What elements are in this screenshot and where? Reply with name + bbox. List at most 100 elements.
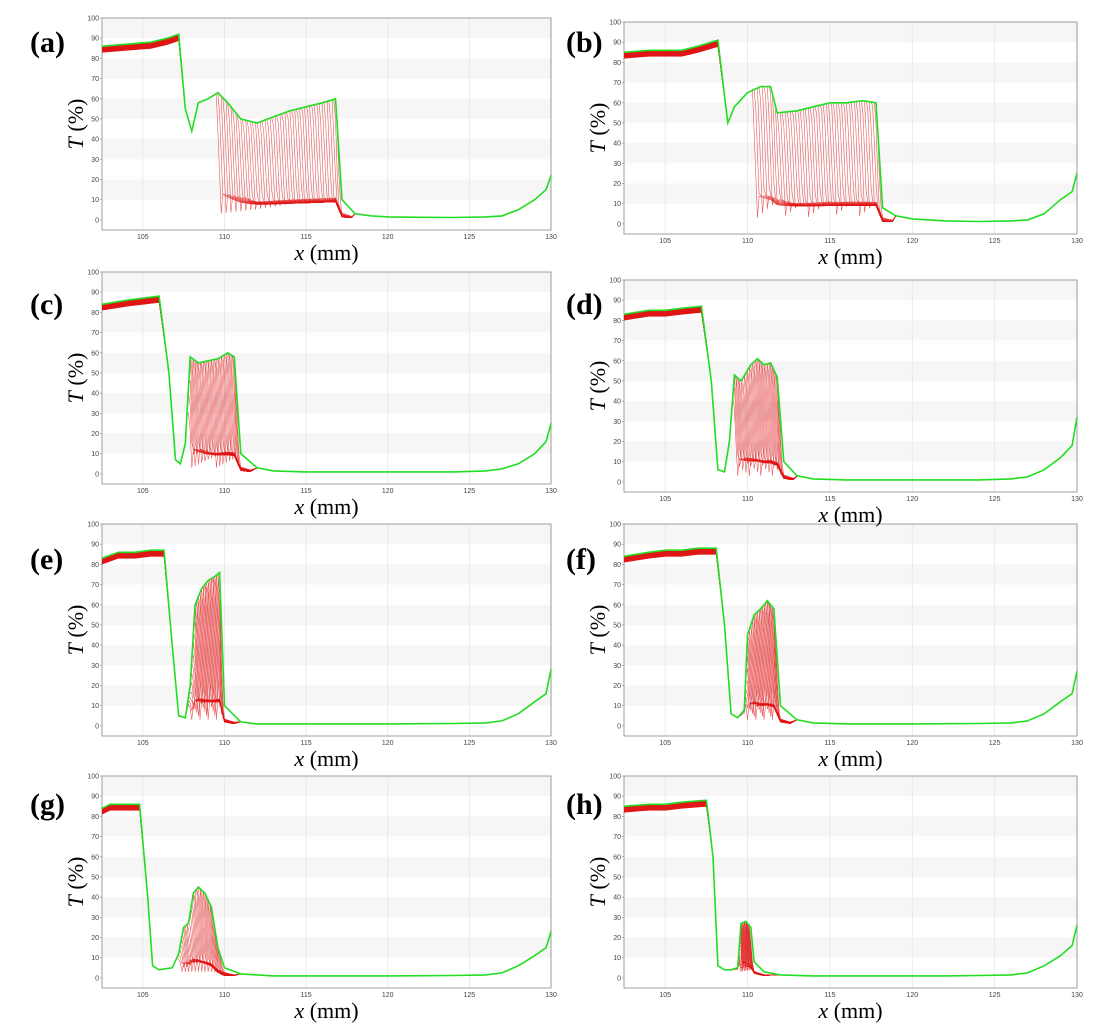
final-curve bbox=[623, 547, 1078, 725]
grid-band bbox=[624, 685, 1077, 706]
x-tick-label: 125 bbox=[989, 496, 1001, 503]
y-tick-label: 80 bbox=[613, 318, 621, 325]
y-tick-label: 50 bbox=[91, 370, 99, 377]
x-tick-label: 120 bbox=[382, 992, 394, 999]
y-tick-label: 100 bbox=[609, 20, 621, 27]
x-tick-label: 110 bbox=[742, 496, 753, 503]
grid-band bbox=[624, 401, 1077, 422]
y-tick-label: 80 bbox=[613, 562, 621, 569]
y-tick-label: 30 bbox=[91, 663, 99, 670]
y-tick-label: 10 bbox=[613, 201, 621, 208]
x-tick-label: 115 bbox=[301, 234, 312, 241]
y-tick-label: 80 bbox=[91, 310, 99, 317]
y-tick-label: 40 bbox=[91, 643, 99, 650]
x-axis-label: x (mm) bbox=[294, 746, 359, 771]
grid-band bbox=[102, 433, 551, 454]
y-tick-label: 70 bbox=[613, 80, 621, 87]
x-tick-label: 120 bbox=[382, 488, 394, 495]
grid-band bbox=[624, 776, 1077, 797]
x-axis-label: x (mm) bbox=[294, 240, 359, 265]
panel-label: (h) bbox=[566, 788, 603, 821]
x-tick-label: 110 bbox=[742, 238, 753, 245]
y-tick-label: 60 bbox=[91, 96, 99, 103]
y-tick-label: 40 bbox=[613, 643, 621, 650]
x-tick-label: 110 bbox=[742, 992, 753, 999]
y-tick-label: 10 bbox=[91, 955, 99, 962]
x-tick-label: 115 bbox=[824, 238, 835, 245]
y-tick-label: 50 bbox=[613, 622, 621, 629]
grid-band bbox=[102, 645, 551, 666]
y-tick-label: 40 bbox=[91, 895, 99, 902]
y-tick-label: 20 bbox=[613, 181, 621, 188]
x-tick-label: 130 bbox=[545, 488, 557, 495]
y-tick-label: 10 bbox=[613, 459, 621, 466]
y-tick-label: 90 bbox=[613, 40, 621, 47]
x-tick-label: 130 bbox=[545, 234, 557, 241]
y-tick-label: 100 bbox=[87, 270, 99, 277]
x-tick-label: 115 bbox=[301, 740, 312, 747]
chart-panel-g: 0 10 20 30 40 50 60 70 80 90 100 105 110 115 120 125 130 bbox=[87, 774, 557, 1000]
y-tick-label: 90 bbox=[613, 298, 621, 305]
y-tick-label: 20 bbox=[91, 935, 99, 942]
y-tick-label: 70 bbox=[613, 338, 621, 345]
grid-band bbox=[624, 897, 1077, 918]
x-tick-label: 105 bbox=[659, 992, 671, 999]
grid-band bbox=[102, 816, 551, 837]
y-tick-label: 0 bbox=[95, 217, 99, 224]
grid-band bbox=[624, 102, 1077, 123]
x-tick-label: 105 bbox=[137, 992, 149, 999]
y-tick-label: 20 bbox=[613, 439, 621, 446]
grid-band bbox=[102, 18, 551, 39]
grid-band bbox=[624, 937, 1077, 958]
y-tick-label: 30 bbox=[613, 915, 621, 922]
final-curve bbox=[623, 39, 1078, 223]
x-tick-label: 125 bbox=[464, 488, 476, 495]
grid-band bbox=[624, 441, 1077, 462]
y-tick-label: 40 bbox=[91, 391, 99, 398]
x-axis-label: x (mm) bbox=[818, 244, 883, 269]
panel-label: (g) bbox=[30, 788, 65, 821]
y-tick-label: 50 bbox=[613, 378, 621, 385]
y-tick-label: 60 bbox=[613, 602, 621, 609]
x-tick-label: 125 bbox=[464, 234, 476, 241]
y-tick-label: 0 bbox=[617, 723, 621, 730]
grid-band bbox=[624, 280, 1077, 301]
panel-label: (b) bbox=[566, 26, 603, 59]
grid-band bbox=[102, 524, 551, 545]
grid-band bbox=[102, 897, 551, 918]
grid-band bbox=[102, 139, 551, 160]
x-tick-label: 115 bbox=[301, 992, 312, 999]
chart-panel-h: 0 10 20 30 40 50 60 70 80 90 100 105 110 115 120 125 130 bbox=[609, 774, 1083, 1000]
final-curve bbox=[101, 549, 552, 725]
plot-frame bbox=[623, 279, 1078, 493]
x-tick-label: 130 bbox=[545, 992, 557, 999]
y-tick-label: 10 bbox=[91, 197, 99, 204]
grid-band bbox=[624, 816, 1077, 837]
x-tick-label: 115 bbox=[301, 488, 312, 495]
panel-label: (f) bbox=[566, 543, 596, 576]
grid-band bbox=[102, 937, 551, 958]
y-tick-label: 70 bbox=[613, 834, 621, 841]
y-tick-label: 10 bbox=[613, 703, 621, 710]
x-tick-label: 110 bbox=[219, 992, 230, 999]
y-tick-label: 70 bbox=[613, 582, 621, 589]
y-tick-label: 80 bbox=[613, 814, 621, 821]
y-tick-label: 40 bbox=[613, 141, 621, 148]
chart-panel-d: 0 10 20 30 40 50 60 70 80 90 100 105 110 115 120 125 130 bbox=[609, 278, 1083, 504]
grid-band bbox=[102, 272, 551, 293]
x-tick-label: 120 bbox=[906, 740, 918, 747]
x-tick-label: 125 bbox=[989, 740, 1001, 747]
y-tick-label: 50 bbox=[91, 116, 99, 123]
y-axis-label: T (%) bbox=[63, 352, 88, 404]
x-tick-label: 105 bbox=[137, 740, 149, 747]
x-axis-label: x (mm) bbox=[818, 502, 883, 527]
chart-panel-f: 0 10 20 30 40 50 60 70 80 90 100 105 110 115 120 125 130 bbox=[609, 522, 1083, 748]
panel-label: (c) bbox=[30, 288, 64, 321]
x-tick-label: 125 bbox=[989, 992, 1001, 999]
x-tick-label: 120 bbox=[906, 496, 918, 503]
final-curve bbox=[101, 295, 552, 473]
y-tick-label: 90 bbox=[91, 290, 99, 297]
grid-band bbox=[624, 143, 1077, 164]
y-tick-label: 40 bbox=[613, 895, 621, 902]
